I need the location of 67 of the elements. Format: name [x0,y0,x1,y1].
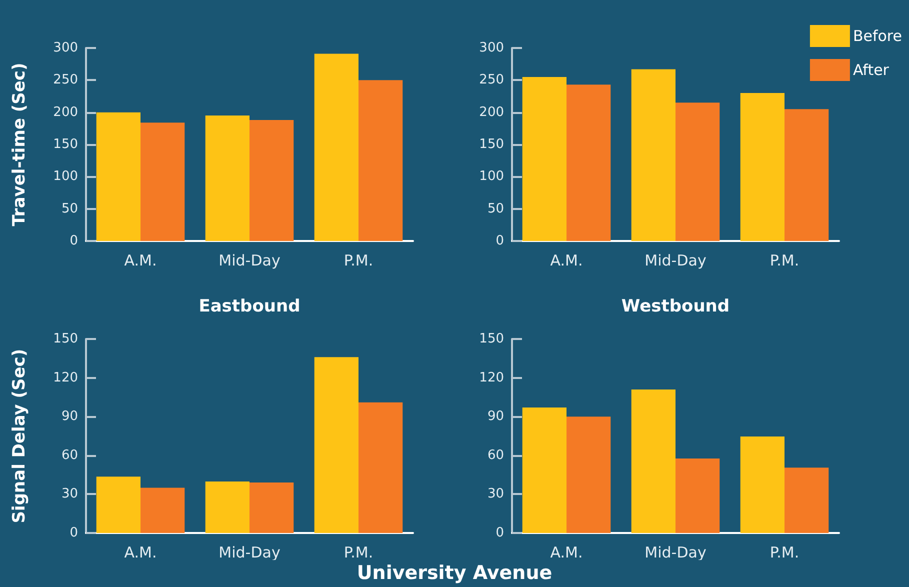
y-tick-label: 90 [487,409,504,424]
y-tick-label: 150 [53,332,78,346]
bar [522,408,566,533]
x-tick-label: Mid-Day [218,252,280,270]
bar [566,84,611,241]
bar [631,389,676,533]
legend-label: After [852,61,890,79]
y-tick-label: 100 [479,169,504,184]
x-tick-label: P.M. [770,544,800,562]
bar [631,69,676,241]
y-axis-title: Travel-time (Sec) [10,62,30,226]
y-tick-label: 250 [479,72,504,88]
bar [96,112,140,241]
bar [358,80,403,241]
bar [205,116,250,241]
y-tick-label: 150 [53,137,78,152]
legend-label: Before [852,27,902,45]
bar [784,468,829,533]
y-tick-label: 30 [487,486,504,502]
y-tick-label: 100 [53,169,78,184]
y-tick-label: 250 [53,72,78,88]
y-tick-label: 150 [479,137,504,152]
y-tick-label: 0 [496,526,504,540]
y-tick-label: 200 [53,104,78,120]
y-tick-label: 50 [61,201,78,216]
y-tick-label: 0 [496,234,504,248]
x-tick-label: P.M. [344,252,374,270]
y-tick-label: 30 [61,486,78,502]
bar [140,488,185,533]
x-tick-label: A.M. [550,252,583,270]
bar [314,54,358,241]
bar [96,476,140,533]
bar [676,458,720,533]
y-tick-label: 0 [70,234,78,248]
x-axis-title: Eastbound [198,296,300,316]
y-tick-label: 300 [53,40,78,56]
y-tick-label: 120 [479,370,504,386]
y-tick-label: 60 [487,448,504,463]
bar [740,436,784,533]
bar [522,76,566,241]
bar [140,122,185,241]
bar [784,109,829,241]
x-tick-label: P.M. [344,544,374,562]
y-tick-label: 50 [487,201,504,216]
bar [358,402,403,533]
y-tick-label: 200 [479,104,504,120]
y-tick-label: 300 [479,40,504,56]
x-tick-label: Mid-Day [644,252,706,270]
bar [250,120,294,241]
y-tick-label: 0 [70,526,78,540]
y-tick-label: 90 [61,409,78,424]
bar [566,416,611,533]
bar [250,482,294,533]
x-tick-label: A.M. [124,544,157,562]
y-tick-label: 120 [53,370,78,386]
x-tick-label: A.M. [124,252,157,270]
y-axis-title: Signal Delay (Sec) [10,348,30,524]
y-tick-label: 150 [479,332,504,346]
x-axis-title: Westbound [621,296,730,316]
bar [740,93,784,241]
text: University Avenue [356,562,554,584]
x-tick-label: A.M. [550,544,583,562]
x-tick-label: P.M. [770,252,800,270]
bar [205,482,250,533]
y-tick-label: 60 [61,448,78,463]
bar [676,102,720,241]
bar [314,357,358,533]
